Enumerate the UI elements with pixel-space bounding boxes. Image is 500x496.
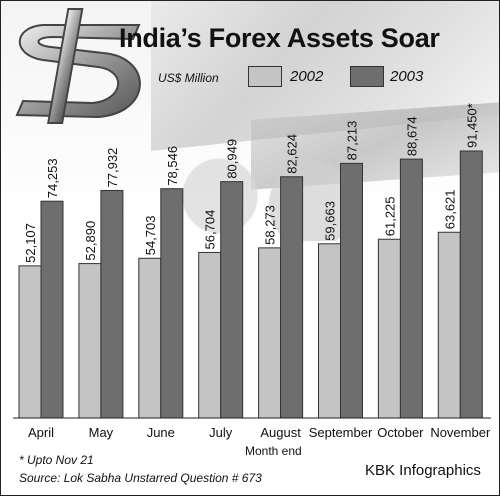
x-tick-label-july: July bbox=[209, 425, 233, 440]
data-label-2002-september: 59,663 bbox=[323, 201, 338, 241]
x-tick-label-october: October bbox=[377, 425, 424, 440]
bar-2003-may bbox=[100, 189, 124, 419]
bar-2002-may bbox=[78, 263, 102, 419]
data-label-2003-october: 88,674 bbox=[404, 116, 419, 156]
data-label-2002-august: 58,273 bbox=[263, 205, 278, 245]
chart-title: India’s Forex Assets Soar bbox=[119, 23, 440, 53]
bar-2003-august bbox=[280, 176, 304, 419]
bar-2002-august bbox=[258, 247, 282, 419]
data-label-2003-june: 78,546 bbox=[165, 146, 180, 186]
dollar-sign-icon bbox=[15, 8, 141, 124]
data-label-2002-october: 61,225 bbox=[382, 196, 397, 236]
legend-swatch-2003 bbox=[350, 66, 384, 87]
legend-swatch-2002 bbox=[248, 66, 282, 87]
credit-label: KBK Infographics bbox=[365, 462, 481, 479]
data-label-2003-november: 91,450* bbox=[464, 103, 479, 148]
bar-2002-april bbox=[18, 265, 42, 419]
bar-2003-june bbox=[160, 188, 184, 419]
legend-label-2003: 2003 bbox=[390, 68, 424, 85]
bar-2003-september bbox=[340, 162, 363, 419]
data-label-2002-july: 56,704 bbox=[203, 210, 218, 250]
x-tick-label-april: April bbox=[28, 425, 54, 440]
bar-2002-november bbox=[437, 231, 461, 419]
data-label-2003-july: 80,949 bbox=[225, 139, 240, 179]
bar-2003-november bbox=[459, 150, 483, 419]
bar-2002-june bbox=[138, 257, 162, 419]
bar-2002-september bbox=[318, 243, 341, 419]
bar-2002-july bbox=[198, 251, 222, 419]
data-label-2003-may: 77,932 bbox=[105, 148, 120, 188]
x-tick-label-august: August bbox=[260, 425, 301, 440]
x-tick-label-november: November bbox=[430, 425, 491, 440]
x-axis-title: Month end bbox=[245, 444, 302, 458]
bar-2003-april bbox=[40, 200, 64, 419]
data-label-2003-april: 74,253 bbox=[45, 158, 60, 198]
x-tick-label-september: September bbox=[309, 425, 373, 440]
footnote: * Upto Nov 21 bbox=[19, 453, 94, 467]
source-note: Source: Lok Sabha Unstarred Question # 6… bbox=[19, 471, 262, 485]
x-tick-label-june: June bbox=[147, 425, 175, 440]
bar-2003-october bbox=[399, 158, 423, 419]
x-tick-label-may: May bbox=[89, 425, 114, 440]
unit-label: US$ Million bbox=[158, 71, 219, 85]
data-label-2002-april: 52,107 bbox=[23, 223, 38, 263]
data-label-2003-september: 87,213 bbox=[345, 121, 360, 161]
data-label-2003-august: 82,624 bbox=[285, 134, 300, 174]
data-label-2002-may: 52,890 bbox=[83, 221, 98, 261]
data-label-2002-november: 63,621 bbox=[442, 189, 457, 229]
bar-2003-july bbox=[220, 181, 244, 419]
legend-label-2002: 2002 bbox=[290, 68, 324, 85]
bar-2002-october bbox=[377, 238, 401, 419]
data-label-2002-june: 54,703 bbox=[143, 216, 158, 256]
